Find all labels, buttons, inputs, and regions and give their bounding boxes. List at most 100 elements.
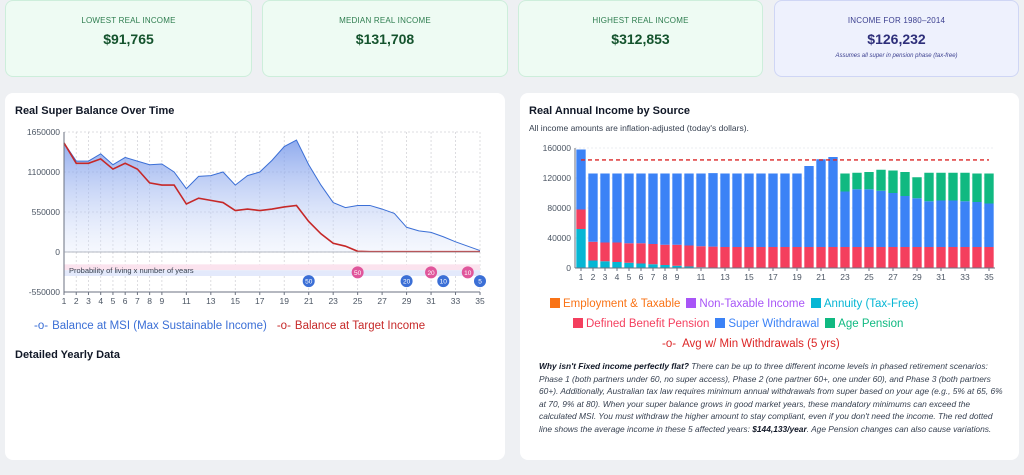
legend-avg-marker: -o- <box>662 338 677 350</box>
income-bar-segment <box>708 246 718 268</box>
stat-card-median: MEDIAN REAL INCOME $131,708 <box>262 0 508 77</box>
x-tick-label: 21 <box>304 296 314 306</box>
legend-non-taxable[interactable]: Non-Taxable Income <box>686 298 805 310</box>
y-tick-label: 0 <box>566 263 571 273</box>
legend-label: Age Pension <box>838 318 904 330</box>
income-bar-segment <box>852 189 862 247</box>
legend-target-marker: -o- <box>276 320 291 332</box>
legend-msi-marker: -o- <box>34 320 49 332</box>
x-tick-label: 4 <box>98 296 103 306</box>
income-bar-segment <box>576 209 586 229</box>
legend-age-pension[interactable]: Age Pension <box>825 318 903 330</box>
income-bar-segment <box>624 262 634 268</box>
income-bar-segment <box>696 173 706 247</box>
income-bar-segment <box>768 247 778 268</box>
stat-card-highest: HIGHEST REAL INCOME $312,853 <box>518 0 763 77</box>
income-bar-segment <box>876 169 886 191</box>
probability-marker <box>351 266 364 279</box>
income-bar-segment <box>984 247 994 268</box>
income-bar-segment <box>804 247 814 268</box>
income-bar-segment <box>684 266 694 268</box>
income-legend-row-1: Employment & Taxable Non-Taxable Income … <box>550 298 918 310</box>
stat-value: $312,853 <box>611 31 670 47</box>
stat-value: $131,708 <box>355 31 415 47</box>
income-bar-segment <box>576 149 586 210</box>
income-bar-segment <box>648 264 658 268</box>
legend-swatch <box>550 298 560 308</box>
legend-avg-label: Avg w/ Min Withdrawals (5 yrs) <box>682 338 840 350</box>
income-bar-segment <box>612 173 622 243</box>
income-bar-segment <box>780 173 790 247</box>
income-bar-segment <box>672 265 682 268</box>
income-bar-segment <box>984 173 994 204</box>
income-bar-segment <box>876 247 886 268</box>
income-bar-segment <box>900 196 910 247</box>
legend-label: Annuity (Tax-Free) <box>823 298 919 310</box>
income-chart-subtitle: All income amounts are inflation-adjuste… <box>529 123 749 133</box>
x-tick-label: 6 <box>639 272 644 282</box>
income-bar-segment <box>828 157 838 247</box>
income-bar-segment <box>624 243 634 263</box>
stat-value: $91,765 <box>103 31 154 47</box>
legend-label: Employment & Taxable <box>563 298 681 310</box>
income-legend-avg[interactable]: -o- Avg w/ Min Withdrawals (5 yrs) <box>662 338 840 350</box>
income-bar-segment <box>636 263 646 268</box>
income-bar-segment <box>612 242 622 262</box>
income-bar-segment <box>588 241 598 261</box>
legend-swatch <box>573 318 583 328</box>
legend-employment[interactable]: Employment & Taxable <box>550 298 680 310</box>
income-bar-segment <box>840 191 850 247</box>
income-bar-segment <box>816 247 826 268</box>
probability-marker-label: 20 <box>403 279 411 286</box>
x-tick-label: 19 <box>280 296 290 306</box>
x-tick-label: 6 <box>123 296 128 306</box>
income-bar-segment <box>600 242 610 262</box>
x-tick-label: 27 <box>377 296 387 306</box>
y-tick-label: 80000 <box>547 203 571 213</box>
income-bar-segment <box>828 247 838 268</box>
income-bar-segment <box>972 202 982 247</box>
x-tick-label: 33 <box>451 296 461 306</box>
y-tick-label: 0 <box>55 247 60 257</box>
x-tick-label: 9 <box>675 272 680 282</box>
legend-annuity[interactable]: Annuity (Tax-Free) <box>810 298 919 310</box>
probability-band <box>64 264 480 271</box>
income-bar-segment <box>660 244 670 265</box>
x-tick-label: 13 <box>206 296 216 306</box>
legend-super-withdrawal[interactable]: Super Withdrawal <box>715 318 819 330</box>
probability-marker-label: 50 <box>354 270 362 277</box>
income-bar-segment <box>924 201 934 247</box>
probability-marker <box>437 275 450 288</box>
income-bar-segment <box>732 173 742 247</box>
explanation-body-1: There can be up to three different incom… <box>539 361 1003 434</box>
stat-label: MEDIAN REAL INCOME <box>339 16 431 25</box>
income-bar-segment <box>792 247 802 268</box>
probability-band <box>64 270 480 276</box>
income-bar-segment <box>888 193 898 247</box>
income-bar-segment <box>984 203 994 247</box>
legend-target-label[interactable]: Balance at Target Income <box>294 320 426 332</box>
legend-db-pension[interactable]: Defined Benefit Pension <box>573 318 709 330</box>
income-bar-segment <box>756 173 766 247</box>
y-tick-label: 160000 <box>543 143 572 153</box>
legend-msi-label[interactable]: Balance at MSI (Max Sustainable Income) <box>52 320 267 332</box>
explanation-heading: Why isn't Fixed income perfectly flat? <box>539 361 689 371</box>
income-bar-segment <box>972 173 982 202</box>
income-bar-segment <box>672 244 682 266</box>
x-tick-label: 31 <box>936 272 946 282</box>
x-tick-label: 17 <box>768 272 778 282</box>
x-tick-label: 3 <box>603 272 608 282</box>
x-tick-label: 5 <box>111 296 116 306</box>
income-bar-segment <box>792 173 802 247</box>
probability-marker <box>302 275 315 288</box>
x-tick-label: 9 <box>160 296 165 306</box>
x-tick-label: 29 <box>402 296 412 306</box>
x-tick-label: 23 <box>328 296 338 306</box>
income-bar-segment <box>948 247 958 268</box>
income-bar-segment <box>732 247 742 268</box>
income-bar-segment <box>912 177 922 199</box>
income-bar-segment <box>924 247 934 268</box>
income-bar-segment <box>864 189 874 247</box>
income-panel <box>520 93 1019 460</box>
x-tick-label: 8 <box>663 272 668 282</box>
